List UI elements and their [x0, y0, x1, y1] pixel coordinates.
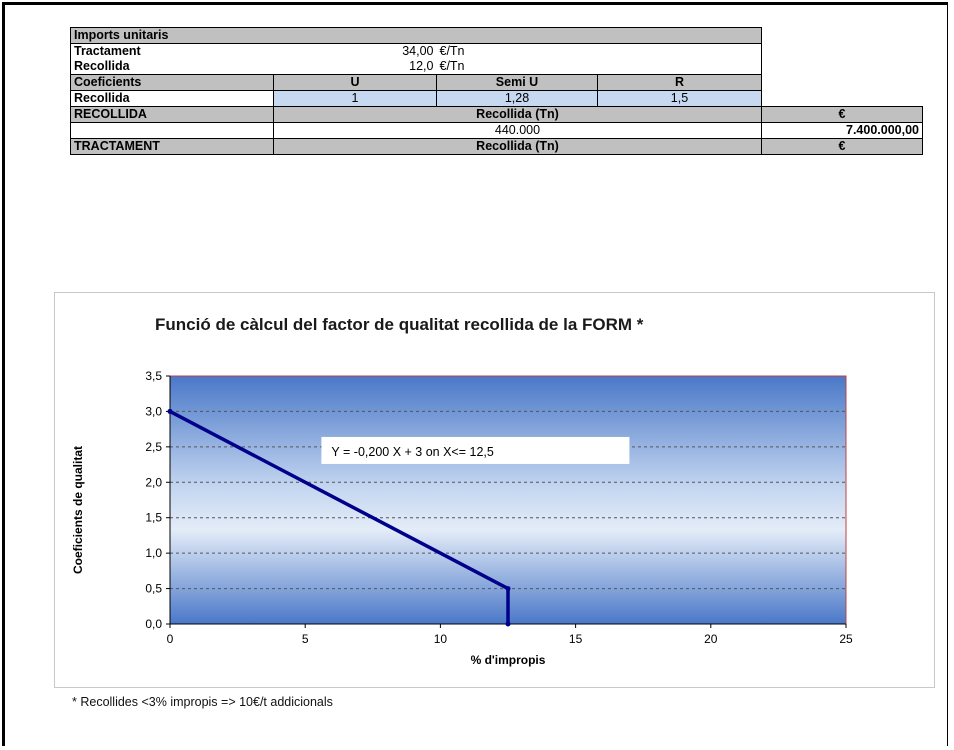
coef-value-r: 1,5	[597, 90, 762, 107]
data-point	[505, 621, 511, 627]
table-row: Recollida 12,0 €/Tn	[70, 59, 923, 75]
chart-title: Funció de càlcul del factor de qualitat …	[155, 315, 644, 334]
cost-table: Imports unitaris Tractament 34,00 €/Tn R…	[70, 27, 923, 155]
y-tick-label: 0,5	[145, 582, 162, 596]
tractament-value: 34,00	[273, 43, 437, 59]
coef-col-u: U	[273, 74, 437, 91]
y-tick-label: 1,0	[145, 546, 162, 560]
y-tick-label: 3,0	[145, 404, 162, 418]
table-row: Coeficients U Semi U R	[70, 74, 923, 91]
table-row: 440.000 7.400.000,00	[70, 122, 923, 139]
x-tick-label: 5	[302, 632, 309, 646]
y-tick-label: 3,5	[145, 369, 162, 383]
coef-col-semiu: Semi U	[436, 74, 598, 91]
tractament-section: TRACTAMENT	[70, 138, 274, 155]
line-chart: 0,0 0,5 1,0 1,5 2,0 2,5 3,0 3,5 0 5 10 15 20 25 Y = …	[71, 369, 853, 667]
coef-header: Coeficients	[70, 74, 274, 91]
data-point	[505, 586, 511, 592]
y-tick-label: 2,0	[145, 475, 162, 489]
tractament-tn-header: Recollida (Tn)	[273, 138, 762, 155]
chart-panel: Funció de càlcul del factor de qualitat …	[54, 292, 935, 688]
recollida-tn-header: Recollida (Tn)	[273, 106, 762, 123]
annotation-text: Y = -0,200 X + 3 on X<= 12,5	[331, 445, 493, 459]
x-tick-label: 15	[569, 632, 583, 646]
coef-value-u: 1	[273, 90, 437, 107]
annotation-box	[321, 436, 630, 464]
y-tick-label: 1,5	[145, 511, 162, 525]
euro-header: €	[761, 106, 923, 123]
tractament-label: Tractament	[70, 43, 274, 59]
plot-area	[169, 375, 847, 625]
table-row: Tractament 34,00 €/Tn	[70, 43, 923, 59]
table-row: TRACTAMENT Recollida (Tn) €	[70, 138, 923, 155]
y-axis-label: Coeficients de qualitat	[71, 446, 85, 574]
x-axis-label: % d'impropis	[471, 653, 546, 667]
tractament-unit: €/Tn	[436, 43, 762, 59]
footnote: * Recollides <3% impropis => 10€/t addic…	[72, 695, 333, 709]
tractament-euro-header: €	[761, 138, 923, 155]
table-row: Imports unitaris	[70, 27, 923, 44]
x-tick-label: 20	[704, 632, 718, 646]
recollida-euro-value: 7.400.000,00	[761, 122, 923, 139]
recollida-label: Recollida	[70, 59, 274, 75]
recollida-value: 12,0	[273, 59, 437, 75]
recollida-tn-value: 440.000	[273, 122, 762, 139]
y-tick-label: 2,5	[145, 440, 162, 454]
recollida-unit: €/Tn	[436, 59, 762, 75]
table-row: Recollida 1 1,28 1,5	[70, 90, 923, 107]
x-tick-label: 0	[167, 632, 174, 646]
recollida-section: RECOLLIDA	[70, 106, 274, 123]
table-row: RECOLLIDA Recollida (Tn) €	[70, 106, 923, 123]
y-tick-label: 0,0	[145, 617, 162, 631]
x-tick-label: 10	[434, 632, 448, 646]
coef-value-semiu: 1,28	[436, 90, 598, 107]
coef-col-r: R	[597, 74, 762, 91]
coef-row-label: Recollida	[70, 90, 274, 107]
imports-header: Imports unitaris	[70, 27, 762, 44]
x-tick-label: 25	[839, 632, 853, 646]
data-point	[167, 408, 173, 414]
